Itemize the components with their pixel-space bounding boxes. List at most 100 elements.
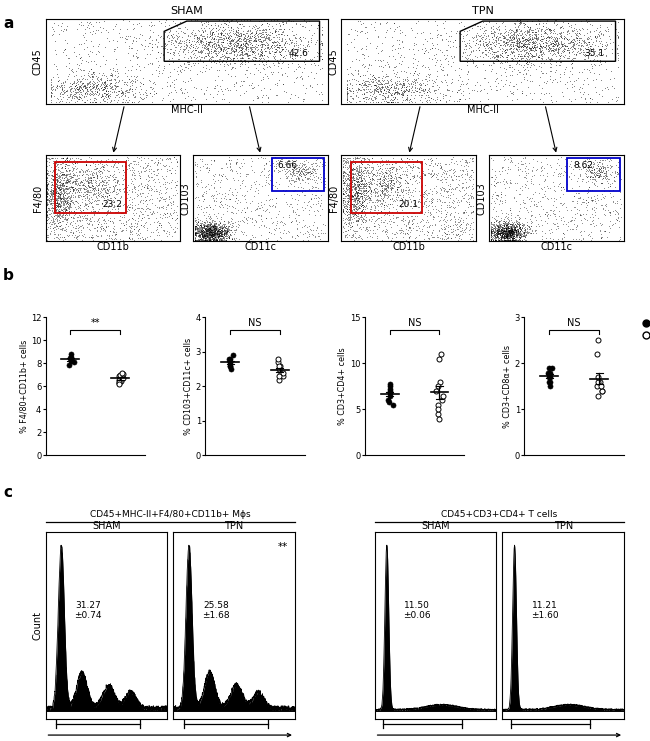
- Point: [215, 225, 226, 237]
- Point: [504, 224, 514, 236]
- Point: [291, 28, 301, 40]
- Point: [208, 233, 218, 245]
- Point: [499, 231, 510, 243]
- Point: [486, 171, 496, 183]
- Point: [216, 230, 226, 242]
- Point: [271, 30, 281, 41]
- Point: [356, 210, 366, 222]
- Point: [42, 184, 53, 196]
- Point: [152, 158, 162, 170]
- Point: [133, 180, 143, 192]
- Point: [593, 334, 603, 346]
- Point: [257, 96, 268, 107]
- Point: [435, 376, 445, 388]
- Point: [98, 175, 108, 187]
- Point: [595, 55, 605, 67]
- Point: [419, 186, 429, 198]
- Point: [52, 176, 62, 187]
- Point: [558, 90, 568, 102]
- Point: [131, 188, 142, 200]
- Point: [47, 179, 57, 190]
- Point: [87, 183, 98, 195]
- Point: [70, 157, 80, 169]
- Point: [432, 53, 442, 65]
- Point: [87, 27, 98, 39]
- Point: [116, 90, 126, 102]
- Point: [140, 200, 151, 212]
- Point: [459, 20, 469, 32]
- Point: [575, 168, 585, 180]
- Point: [506, 225, 517, 237]
- Point: [254, 152, 264, 164]
- Point: [60, 159, 71, 170]
- Point: [528, 24, 538, 36]
- Point: [129, 223, 140, 235]
- Point: [418, 59, 428, 70]
- Point: [515, 182, 525, 193]
- Point: [219, 225, 229, 236]
- Point: [205, 45, 216, 57]
- Point: [502, 233, 513, 245]
- Point: [508, 86, 519, 98]
- Point: [502, 220, 513, 232]
- Point: [496, 232, 506, 244]
- Point: [209, 228, 219, 240]
- Point: [268, 67, 278, 79]
- Point: [118, 88, 129, 100]
- Point: [367, 73, 377, 85]
- Point: [491, 44, 502, 56]
- Point: [95, 96, 105, 108]
- Point: [129, 199, 140, 210]
- Point: [71, 195, 81, 207]
- Point: [536, 45, 547, 57]
- Point: [46, 202, 57, 213]
- Point: [348, 84, 359, 96]
- Point: [309, 171, 319, 183]
- Point: [96, 191, 106, 203]
- Point: [531, 39, 541, 50]
- Point: [256, 46, 266, 58]
- Point: [445, 180, 455, 192]
- Point: [212, 233, 222, 245]
- Point: [344, 169, 355, 181]
- Point: [579, 41, 590, 53]
- Point: [395, 171, 405, 183]
- Point: [220, 27, 230, 39]
- Point: [555, 191, 566, 203]
- Point: [226, 39, 237, 50]
- Point: [114, 75, 124, 87]
- Point: [84, 173, 95, 185]
- Point: [172, 160, 182, 172]
- Point: [295, 70, 306, 82]
- Point: [258, 28, 268, 40]
- Point: [301, 16, 311, 28]
- Point: [531, 48, 541, 60]
- Point: [130, 155, 140, 167]
- Point: [348, 41, 359, 53]
- Point: [197, 217, 207, 229]
- Point: [62, 37, 72, 49]
- Point: [348, 171, 359, 183]
- Point: [238, 153, 248, 165]
- Point: [366, 80, 376, 92]
- Point: [257, 50, 267, 62]
- Point: [558, 181, 568, 193]
- Point: [93, 218, 103, 230]
- Point: [289, 169, 300, 181]
- Point: [449, 50, 460, 62]
- Point: [257, 70, 268, 82]
- Point: [521, 219, 532, 231]
- Point: [268, 57, 278, 69]
- Point: [247, 213, 257, 225]
- Point: [458, 46, 468, 58]
- Point: [192, 176, 202, 188]
- Point: [462, 156, 472, 168]
- Point: [497, 230, 507, 242]
- Point: [439, 171, 450, 183]
- Point: [184, 58, 194, 70]
- Point: [414, 166, 424, 178]
- Point: [205, 234, 215, 246]
- Point: [55, 219, 66, 231]
- Point: [343, 184, 353, 196]
- Point: [346, 194, 356, 206]
